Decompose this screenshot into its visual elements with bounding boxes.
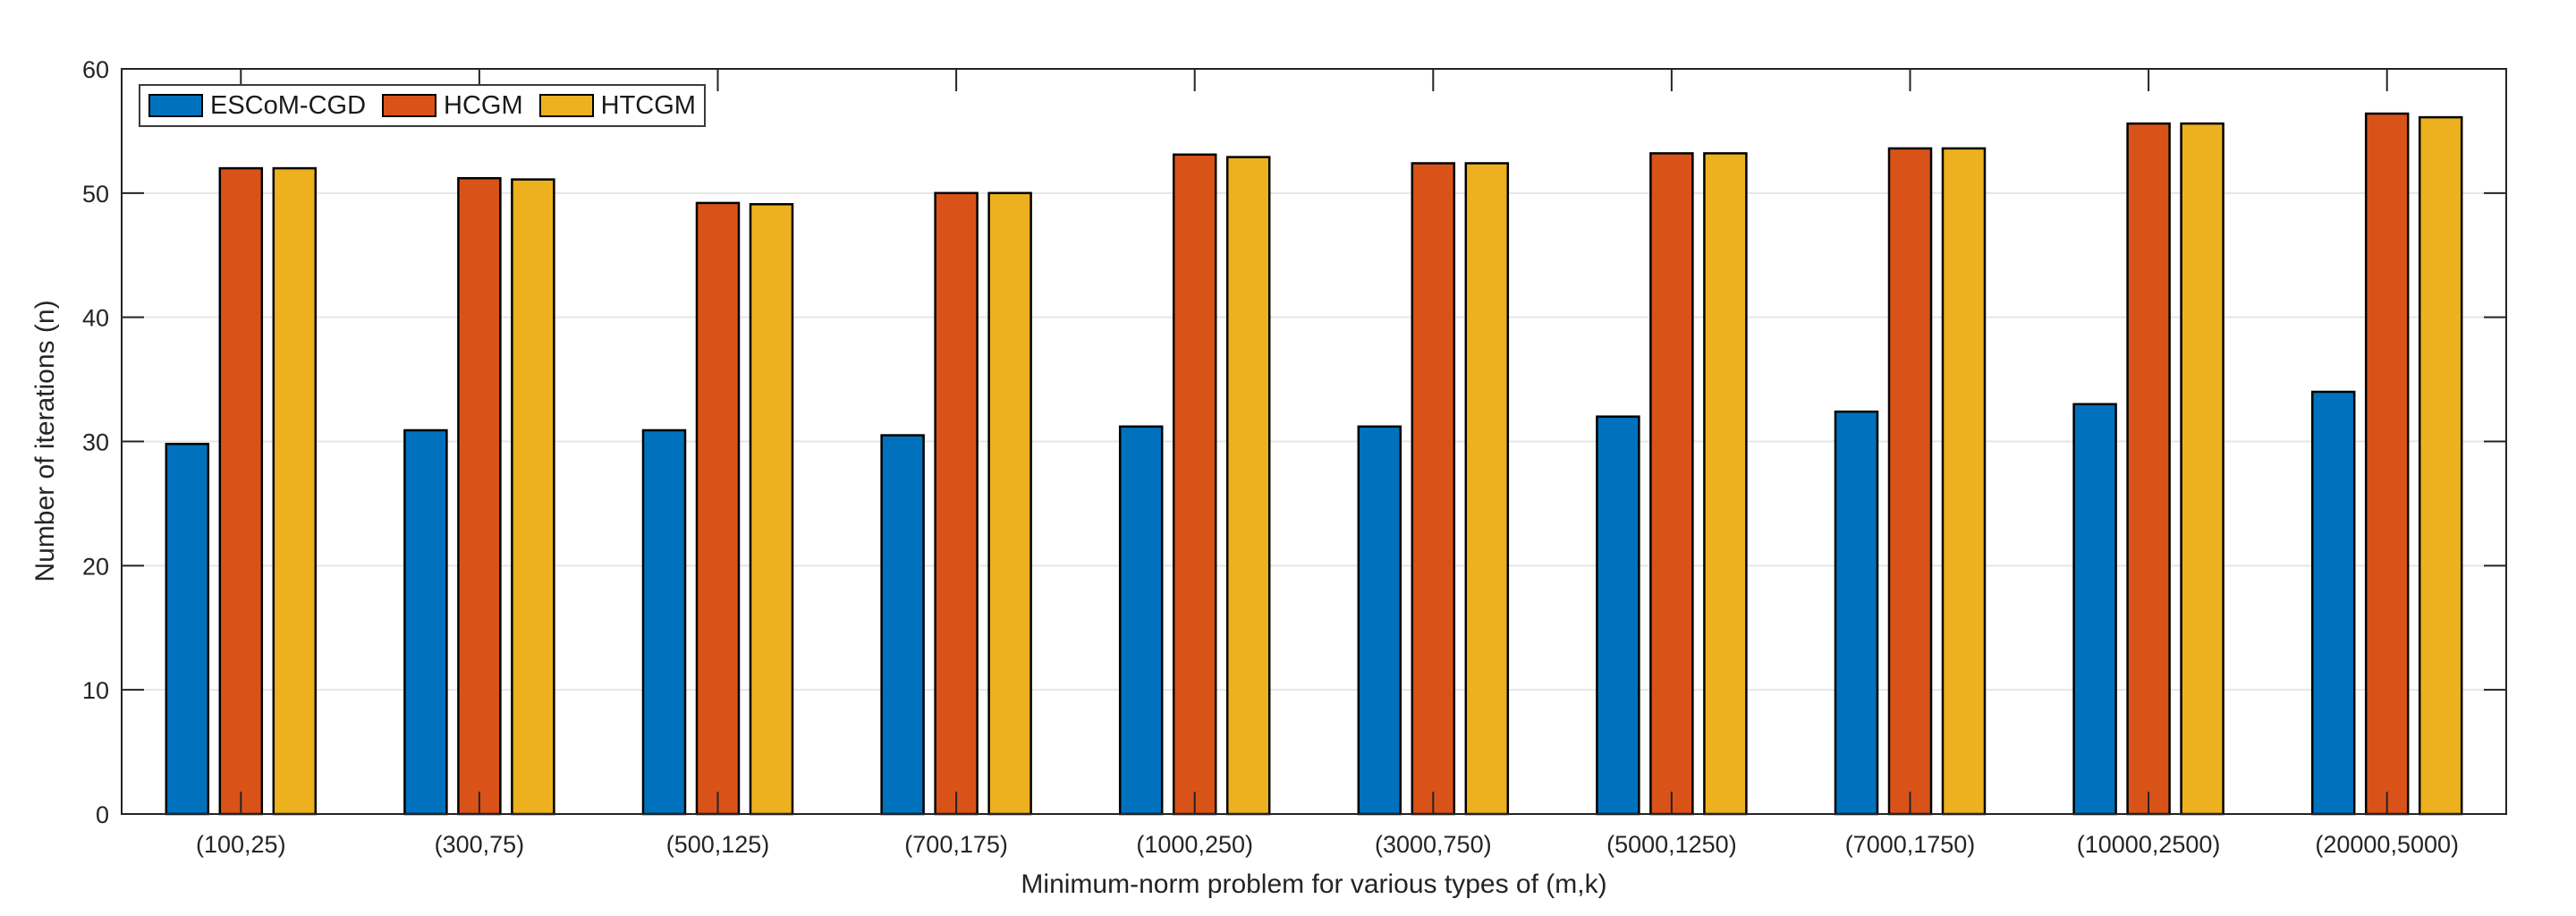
bar-HCGM-(300,75) [457,176,502,816]
bar-HCGM-(5000,1250) [1649,152,1694,816]
bar-ESCoM-CGD-(1000,250) [1118,425,1164,816]
x-tick-label: (500,125) [666,831,770,858]
bar-HCGM-(20000,5000) [2364,112,2410,816]
chart-legend: ESCoM-CGD HCGM HTCGM [139,84,706,127]
bar-HCGM-(1000,250) [1172,153,1217,816]
legend-swatch-yellow [538,94,594,117]
y-tick-label: 50 [82,181,109,208]
bar-HTCGM-(5000,1250) [1703,152,1748,816]
bar-ESCoM-CGD-(300,75) [403,428,448,816]
x-axis-label: Minimum-norm problem for various types o… [1021,869,1607,899]
legend-item-htcgm: HTCGM [538,90,696,121]
y-tick-label: 40 [82,305,109,332]
x-tick-label: (3000,750) [1375,831,1492,858]
bar-HTCGM-(100,25) [272,166,318,816]
x-tick-label: (5000,1250) [1606,831,1737,858]
bar-ESCoM-CGD-(10000,2500) [2072,403,2117,816]
bar-HTCGM-(700,175) [987,191,1032,816]
legend-swatch-blue [148,94,203,117]
bar-HTCGM-(20000,5000) [2418,115,2463,816]
bar-HCGM-(10000,2500) [2126,122,2171,816]
x-tick-label: (1000,250) [1136,831,1253,858]
bar-HTCGM-(1000,250) [1225,156,1271,816]
x-tick-label: (100,25) [196,831,286,858]
x-tick-label: (300,75) [435,831,525,858]
legend-label: ESCoM-CGD [210,90,367,120]
y-tick-label: 10 [82,677,109,704]
bar-ESCoM-CGD-(100,25) [165,443,210,816]
legend-item-hcgm: HCGM [382,91,523,121]
legend-label: HCGM [444,90,523,120]
bar-HTCGM-(500,125) [749,203,794,816]
bar-HTCGM-(300,75) [511,178,555,816]
y-tick-label: 0 [96,802,109,828]
x-tick-label: (10000,2500) [2077,831,2221,858]
y-axis-label: Number of iterations (n) [30,300,60,582]
legend-label: HTCGM [600,90,696,120]
y-tick-label: 60 [82,56,109,83]
y-tick-label: 20 [82,553,109,580]
legend-swatch-orange [382,94,437,117]
y-tick-label: 30 [82,429,109,456]
bar-HTCGM-(3000,750) [1464,162,1510,816]
x-tick-label: (700,175) [904,831,1008,858]
bar-HCGM-(100,25) [218,166,264,816]
bar-ESCoM-CGD-(5000,1250) [1596,415,1640,816]
bar-ESCoM-CGD-(7000,1750) [1834,410,1879,816]
bar-HCGM-(700,175) [934,191,979,816]
bar-ESCoM-CGD-(700,175) [880,434,925,816]
bar-HTCGM-(10000,2500) [2180,122,2224,816]
x-tick-label: (20000,5000) [2315,831,2459,858]
bar-HCGM-(3000,750) [1411,162,1456,816]
bar-HTCGM-(7000,1750) [1941,147,1987,816]
bar-HCGM-(7000,1750) [1887,147,1933,816]
x-tick-label: (7000,1750) [1845,831,1976,858]
bar-ESCoM-CGD-(20000,5000) [2310,390,2356,816]
bar-ESCoM-CGD-(3000,750) [1357,425,1402,816]
bar-HCGM-(500,125) [695,201,741,816]
legend-item-escom-cgd: ESCoM-CGD [148,91,366,121]
bar-ESCoM-CGD-(500,125) [641,428,687,816]
